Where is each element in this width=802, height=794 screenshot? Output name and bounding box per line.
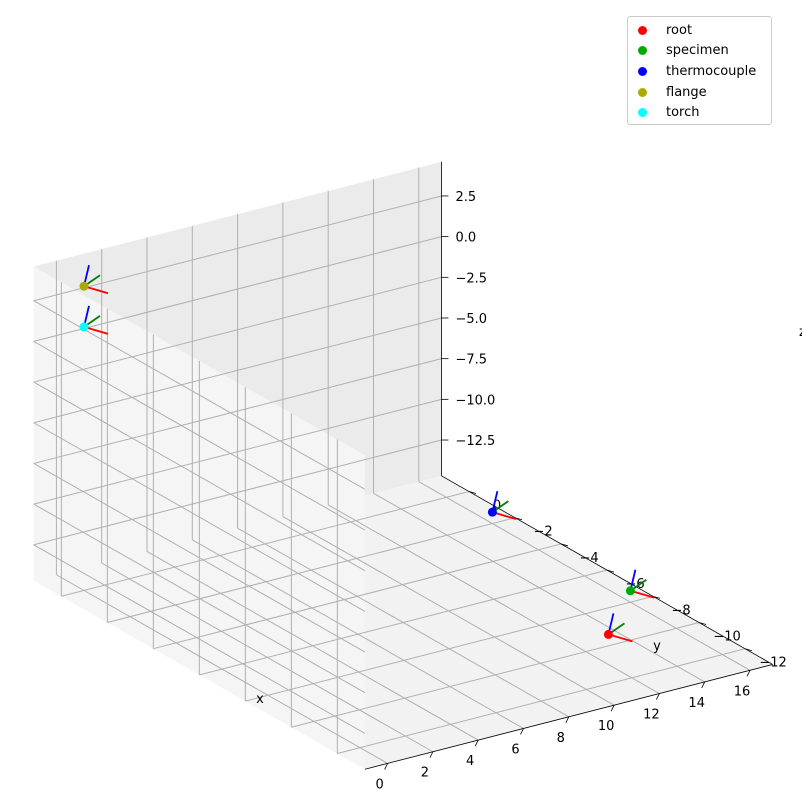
y-tick-label: −4 bbox=[579, 551, 598, 566]
x-tick bbox=[474, 739, 479, 747]
gridline-z bbox=[33, 340, 366, 531]
y-tick-label: −10 bbox=[713, 630, 740, 645]
x-tick bbox=[429, 751, 434, 758]
y-axis-label: y bbox=[653, 639, 661, 654]
y-tick-label: −12 bbox=[759, 656, 786, 671]
gridline-z bbox=[33, 236, 442, 342]
gridline-z bbox=[33, 381, 366, 572]
legend-entry-specimen: specimen bbox=[638, 41, 729, 61]
y-tick bbox=[514, 517, 523, 521]
frame-specimen bbox=[625, 569, 655, 599]
x-tick-label: 2 bbox=[421, 766, 429, 781]
x-tick-label: 10 bbox=[598, 719, 615, 734]
frame-flange bbox=[79, 265, 109, 295]
y-tick-label: −2 bbox=[533, 525, 552, 540]
y-tick-label: 0 bbox=[493, 499, 501, 514]
z-tick-label: −10.0 bbox=[455, 393, 495, 408]
gridline-z bbox=[33, 544, 366, 734]
legend: root specimen thermocouple flange torch bbox=[627, 16, 772, 125]
x-axis-label: x bbox=[256, 692, 264, 707]
gridline-z bbox=[33, 422, 366, 612]
tick-marks bbox=[384, 195, 753, 770]
gridline-z bbox=[33, 317, 442, 424]
z-tick-label: 2.5 bbox=[455, 190, 476, 205]
legend-label: thermocouple bbox=[666, 63, 757, 79]
x-tick-label: 12 bbox=[643, 708, 660, 723]
z-tick-label: −5.0 bbox=[455, 312, 487, 327]
gridline-z bbox=[33, 358, 442, 464]
gridline-y bbox=[153, 543, 562, 650]
gridline-z bbox=[33, 300, 366, 490]
point-specimen bbox=[625, 586, 635, 596]
legend-entry-thermocouple: thermocouple bbox=[638, 61, 756, 81]
gridline-y bbox=[61, 491, 470, 597]
gridline-z bbox=[33, 276, 442, 383]
gridline-z bbox=[33, 462, 366, 653]
y-tick bbox=[560, 543, 569, 547]
frame-markers bbox=[79, 265, 655, 643]
gridline-y bbox=[291, 622, 700, 728]
x-tick-label: 14 bbox=[688, 696, 705, 711]
z-tick-label: −12.5 bbox=[455, 434, 495, 449]
gridline-z bbox=[33, 439, 442, 546]
z-tick-label: −2.5 bbox=[455, 271, 487, 286]
gridline-z bbox=[33, 195, 442, 302]
y-tick bbox=[652, 595, 661, 599]
x-tick-label: 0 bbox=[375, 777, 383, 790]
x-tick bbox=[656, 693, 660, 700]
gridline-y bbox=[245, 595, 654, 702]
y-tick-label: −8 bbox=[671, 603, 690, 618]
x-tick-label: 4 bbox=[466, 754, 474, 769]
legend-label: specimen bbox=[666, 43, 729, 59]
x-tick-label: 6 bbox=[511, 742, 519, 757]
point-thermocouple bbox=[487, 507, 497, 517]
legend-entry-flange: flange bbox=[638, 82, 707, 102]
gridline-z bbox=[33, 503, 366, 694]
axis-panes bbox=[33, 161, 773, 770]
legend-marker bbox=[638, 46, 647, 56]
tick-labels: 02468101214160−2−4−6−8−10−122.50.0−2.5−5… bbox=[375, 190, 786, 792]
y-tick bbox=[468, 491, 477, 494]
frame-thermocouple bbox=[487, 490, 517, 521]
x-tick bbox=[520, 728, 524, 735]
z-axis-label: z bbox=[799, 325, 802, 340]
x-tick bbox=[610, 705, 615, 712]
x-tick-label: 8 bbox=[557, 731, 565, 746]
point-flange bbox=[79, 281, 89, 291]
x-tick bbox=[701, 681, 706, 689]
gridline-z bbox=[33, 398, 442, 505]
point-root bbox=[603, 629, 613, 639]
legend-entry-root: root bbox=[638, 20, 692, 40]
legend-entry-torch: torch bbox=[638, 103, 700, 123]
gridline-y bbox=[199, 569, 608, 676]
legend-marker bbox=[638, 25, 647, 35]
legend-marker bbox=[638, 108, 647, 118]
legend-label: root bbox=[666, 22, 693, 38]
x-tick bbox=[384, 763, 388, 770]
legend-label: flange bbox=[666, 84, 707, 100]
legend-marker bbox=[638, 87, 647, 97]
z-tick-label: −7.5 bbox=[455, 353, 487, 368]
frame-root bbox=[603, 613, 633, 643]
frame-torch bbox=[79, 305, 109, 335]
y-tick bbox=[606, 569, 615, 573]
gridline-y bbox=[337, 648, 746, 754]
y-tick bbox=[744, 648, 753, 652]
point-torch bbox=[79, 322, 89, 332]
gridline-y bbox=[107, 517, 516, 623]
x-tick-label: 16 bbox=[734, 684, 751, 699]
legend-label: torch bbox=[666, 105, 700, 121]
gridlines bbox=[33, 167, 751, 764]
x-tick bbox=[565, 716, 570, 724]
legend-marker bbox=[638, 66, 647, 76]
y-tick bbox=[698, 622, 707, 625]
x-tick bbox=[746, 670, 751, 677]
z-tick-label: 0.0 bbox=[455, 231, 476, 246]
